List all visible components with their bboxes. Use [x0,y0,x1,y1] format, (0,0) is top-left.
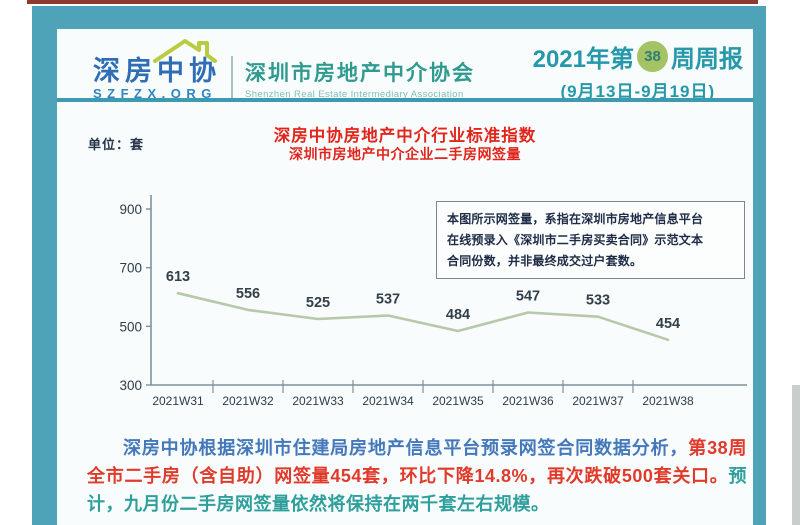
report-date-range: (9月13日-9月19日) [560,82,716,101]
house-icon [153,39,217,63]
svg-text:484: 484 [446,307,470,323]
svg-text:2021W38: 2021W38 [642,394,694,408]
svg-text:2021W32: 2021W32 [222,394,274,408]
scrollbar-thumb[interactable] [792,385,800,525]
svg-text:2021W36: 2021W36 [502,394,554,408]
svg-text:2021W35: 2021W35 [432,394,484,408]
report-title: 2021年第 38 周周报 [533,39,743,74]
svg-text:525: 525 [306,295,330,311]
line-chart: 300 500 700 900 2021W31 2021W32 2021W33 2021W34… [119,195,747,408]
svg-text:547: 547 [516,289,540,305]
svg-text:700: 700 [119,261,142,276]
report-title-suffix: 周周报 [671,46,743,73]
note-line: 在线预录入《深圳市二手房买卖合同》示范文本 [447,233,704,247]
svg-text:300: 300 [119,378,142,393]
svg-text:2021W31: 2021W31 [152,394,204,408]
svg-text:533: 533 [586,293,610,309]
org-name-en: Shenzhen Real Estate Intermediary Associ… [245,88,464,100]
svg-text:900: 900 [119,202,142,217]
svg-text:537: 537 [376,291,400,307]
header: 深房中协 SZFZX.ORG 深圳市房地产中介协会 Shenzhen Real … [57,29,753,102]
chart-section: 单位：套 深房中协房地产中介行业标准指数 深圳市房地产中介企业二手房网签量 本图… [57,102,753,432]
outer-frame: 深房中协 SZFZX.ORG 深圳市房地产中介协会 Shenzhen Real … [32,6,766,525]
logo-mark: 深房中协 SZFZX.ORG [93,39,221,101]
svg-text:2021W33: 2021W33 [292,394,344,408]
unit-label: 单位：套 [88,137,145,152]
top-red-line [27,0,758,4]
org-name-cn: 深圳市房地产中介协会 [245,61,475,85]
svg-text:613: 613 [166,269,190,285]
report-title-prefix: 2021年第 [532,46,634,73]
svg-text:454: 454 [656,316,680,332]
summary-seg-red: 第38周全市二手房（含自助）网签量454套，环比下降14.8%，再次跌破500套… [87,438,747,486]
svg-text:500: 500 [119,319,142,334]
report-card: 深房中协 SZFZX.ORG 深圳市房地产中介协会 Shenzhen Real … [57,29,753,525]
header-rule [57,98,753,102]
logo-domain: SZFZX.ORG [93,86,217,101]
svg-text:556: 556 [236,286,260,302]
summary-seg-blue: 深房中协根据深圳市住建局房地产信息平台预录网签合同数据分析， [123,438,689,458]
svg-text:2021W34: 2021W34 [362,394,414,408]
chart-subtitle: 深圳市房地产中介企业二手房网签量 [289,146,521,162]
summary-seg-teal: 预计，九月份二手房网签量依然将保持在两千套左右规模。 [87,466,747,514]
note-line: 合同份数，并非最终成交过户套数。 [447,254,643,268]
week-badge: 38 [637,41,668,72]
report-block: 2021年第 38 周周报 (9月13日-9月19日) [533,39,743,102]
summary-paragraph: 深房中协根据深圳市住建局房地产信息平台预录网签合同数据分析，第38周全市二手房（… [87,434,747,518]
svg-text:2021W37: 2021W37 [572,394,624,408]
logo: 深房中协 SZFZX.ORG 深圳市房地产中介协会 Shenzhen Real … [93,39,475,101]
note-box: 本图所示网签量，系指在深圳市房地产信息平台 在线预录入《深圳市二手房买卖合同》示… [436,201,745,279]
chart-title: 深房中协房地产中介行业标准指数 [273,127,537,145]
logo-divider [231,56,233,98]
note-line: 本图所示网签量，系指在深圳市房地产信息平台 [447,212,704,226]
org-names: 深圳市房地产中介协会 Shenzhen Real Estate Intermed… [245,45,475,100]
